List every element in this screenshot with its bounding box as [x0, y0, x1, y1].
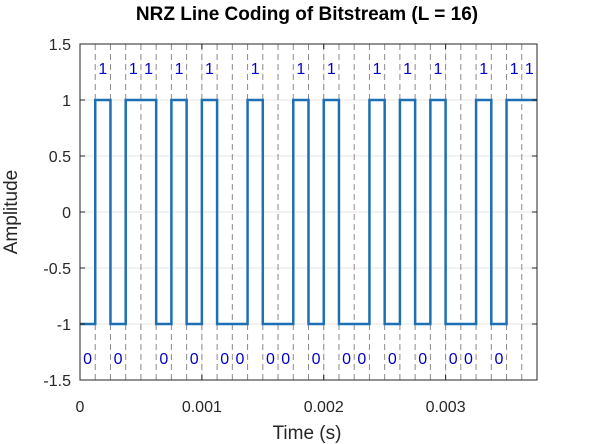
y-tick-label: -1.5	[43, 373, 71, 390]
bit-label: 0	[114, 351, 123, 368]
y-tick-label: -0.5	[43, 261, 71, 278]
bit-label: 0	[449, 351, 458, 368]
bit-label: 1	[251, 61, 260, 78]
bit-label: 0	[220, 351, 229, 368]
bit-label: 1	[129, 61, 138, 78]
bit-label: 0	[83, 351, 92, 368]
bit-label: 1	[525, 61, 534, 78]
bit-label: 0	[464, 351, 473, 368]
bit-label: 0	[388, 351, 397, 368]
bit-label: 0	[266, 351, 275, 368]
y-tick-label: -1	[57, 317, 71, 334]
x-tick-label: 0.001	[182, 399, 222, 416]
x-tick-label: 0	[76, 399, 85, 416]
bit-label: 1	[510, 61, 519, 78]
bit-label: 1	[403, 61, 412, 78]
bit-label: 0	[418, 351, 427, 368]
bit-label: 1	[373, 61, 382, 78]
bit-label: 0	[312, 351, 321, 368]
bit-label: 1	[479, 61, 488, 78]
x-tick-label: 0.002	[304, 399, 344, 416]
y-axis-label: Amplitude	[1, 170, 22, 255]
y-tick-label: 0.5	[49, 149, 71, 166]
bit-label: 0	[190, 351, 199, 368]
y-tick-label: 1.5	[49, 37, 71, 54]
y-tick-label: 1	[62, 93, 71, 110]
y-tick-label: 0	[62, 205, 71, 222]
bit-label: 0	[281, 351, 290, 368]
x-tick-label: 0.003	[426, 399, 466, 416]
bit-label: 1	[98, 61, 107, 78]
bit-label: 1	[144, 61, 153, 78]
bit-label: 1	[434, 61, 443, 78]
bit-label: 1	[296, 61, 305, 78]
bit-label: 0	[342, 351, 351, 368]
bit-label: 0	[357, 351, 366, 368]
chart-title: NRZ Line Coding of Bitstream (L = 16)	[136, 4, 478, 25]
bit-label: 0	[159, 351, 168, 368]
bit-label: 1	[175, 61, 184, 78]
ticks: 0 0.001 0.002 0.003 -1.5 -1 -0.5 0 0.5 1 1.5	[43, 37, 537, 416]
bit-label: 1	[327, 61, 336, 78]
bit-label: 1	[205, 61, 214, 78]
bit-label: 0	[494, 351, 503, 368]
x-axis-label: Time (s)	[273, 423, 342, 444]
nrz-signal-line	[80, 98, 537, 326]
bit-label: 0	[235, 351, 244, 368]
